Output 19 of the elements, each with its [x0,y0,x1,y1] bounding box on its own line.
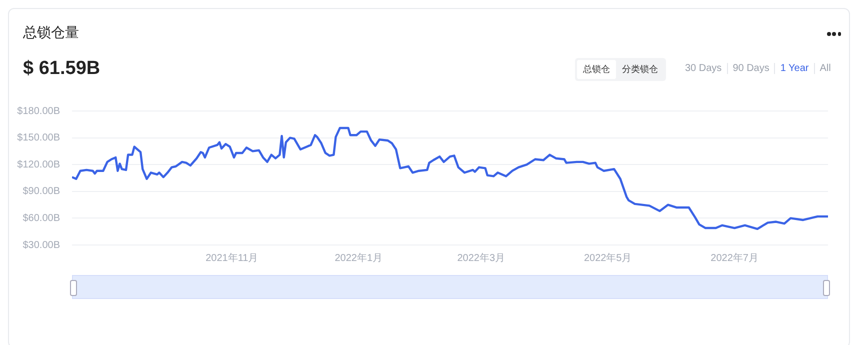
text: 总锁仓 [577,60,616,79]
text: 1 Year [774,63,814,74]
y-tick-label: $90.00B [22,186,60,198]
y-tick-label: $120.00B [17,159,60,170]
y-tick-label: $180.00B [17,106,60,117]
text: 分类锁仓 [621,63,659,76]
y-tick-label: $150.00B [17,132,60,144]
chart-subtitle: $ 61.59B [23,58,100,80]
y-tick-label: $30.00B [22,240,60,251]
text: 90 Days [726,63,774,74]
chart-title: 总锁仓量 [23,24,79,42]
x-tick-label: 2022年1月 [334,252,383,264]
y-tick-label: $60.00B [22,212,60,224]
x-tick-label: 2022年5月 [584,252,632,264]
x-tick-label: 2022年3月 [457,252,506,264]
text: All [814,63,836,74]
x-tick-label: 2021年11月 [206,252,258,264]
text: 30 Days [684,63,723,74]
x-tick-label: 2022年7月 [710,252,758,264]
